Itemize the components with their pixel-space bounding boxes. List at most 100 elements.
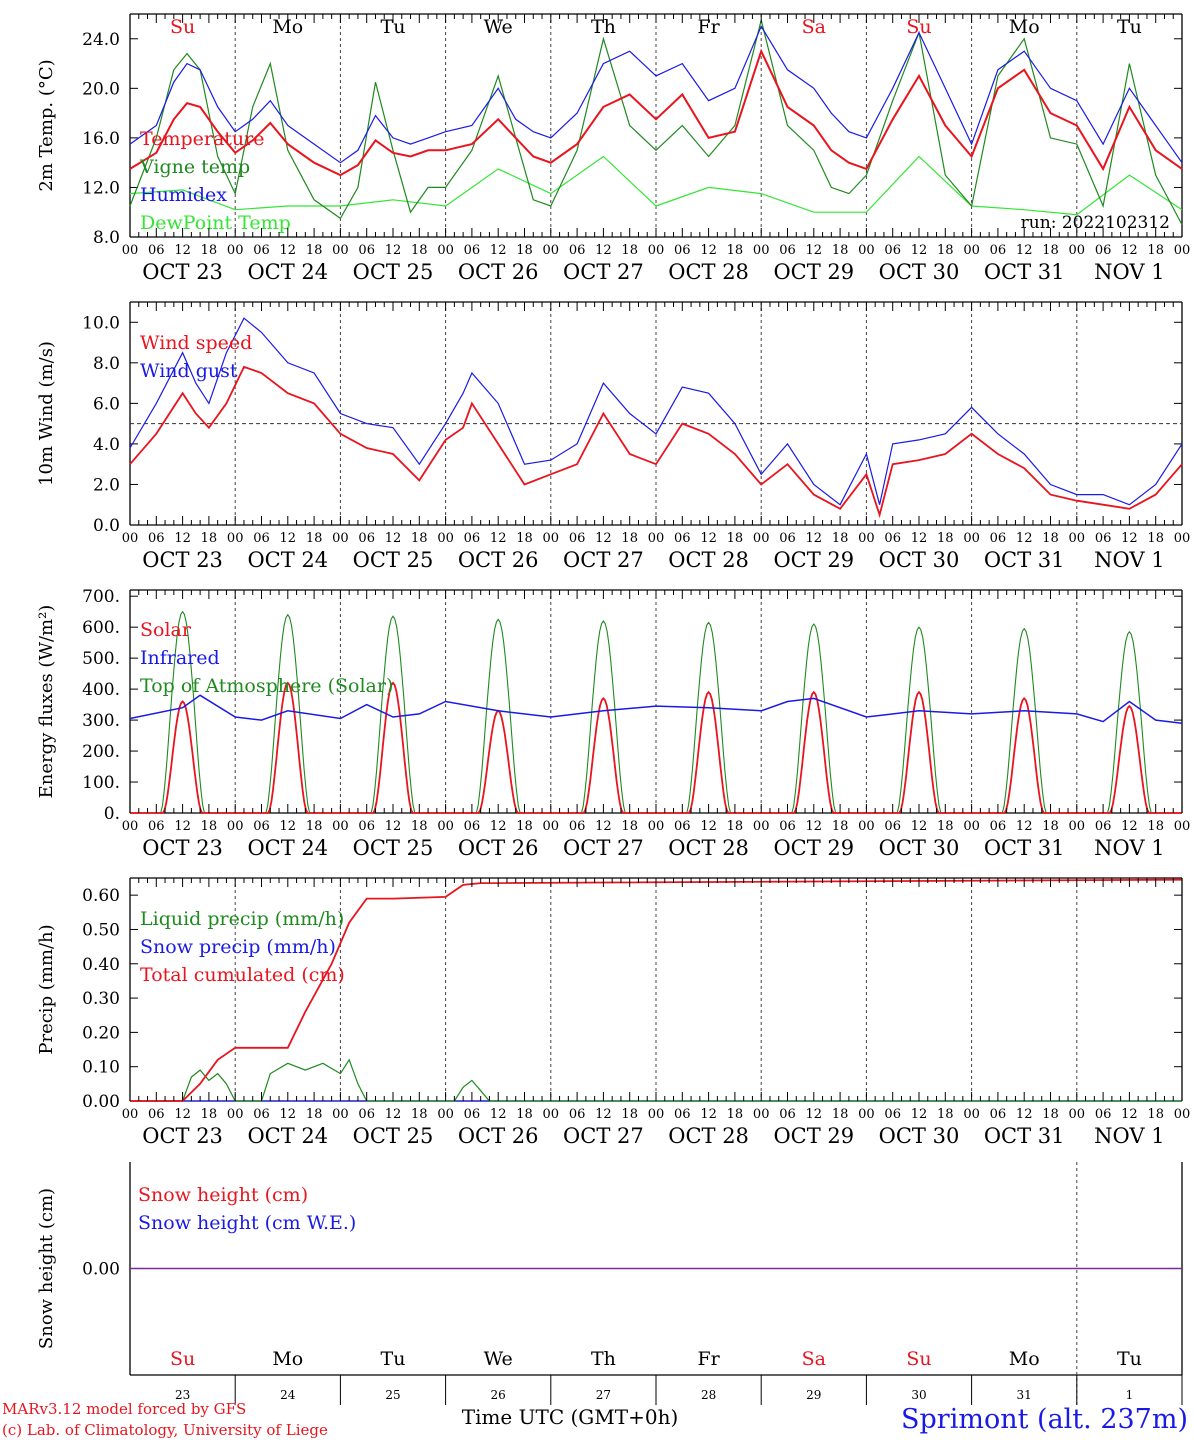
y-axis-label: 2m Temp. (°C) [36,59,57,191]
x-date-label: OCT 24 [247,260,328,284]
x-date-label: NOV 1 [1094,548,1164,572]
x-date-label: OCT 24 [247,1124,328,1148]
x-hour-label: 18 [621,531,638,546]
x-date-label: OCT 30 [879,836,960,860]
y-tick-label: 12.0 [82,178,120,198]
series-line [129,20,1183,225]
day-number-label: 23 [175,1388,190,1402]
x-hour-label: 06 [464,819,481,834]
x-hour-label: 12 [280,819,297,834]
y-tick-label: 8.0 [93,354,120,374]
x-hour-label: 18 [411,819,428,834]
x-date-label: OCT 25 [353,548,434,572]
x-date-label: OCT 23 [142,260,223,284]
weekday-label: Fr [697,1348,720,1370]
x-hour-label: 00 [753,819,770,834]
weekday-label: We [484,1348,513,1370]
weekday-label: Th [591,16,616,38]
x-hour-label: 00 [227,1107,244,1122]
y-tick-label: 200. [82,742,120,762]
x-hour-label: 12 [595,243,612,258]
x-hour-label: 06 [674,819,691,834]
x-hour-label: 18 [621,819,638,834]
y-tick-label: 500. [82,649,120,669]
x-hour-label: 00 [122,1107,139,1122]
x-hour-label: 12 [385,531,402,546]
legend-entry: Humidex [140,184,227,206]
x-hour-label: 00 [122,243,139,258]
weekday-label: Mo [272,1348,303,1370]
x-hour-label: 00 [122,531,139,546]
y-axis-label: Precip (mm/h) [36,924,57,1054]
x-hour-label: 12 [700,243,717,258]
x-hour-label: 12 [280,1107,297,1122]
panel-temperature: 8.0 12.0 16.0 20.0 24.0 2m Temp. (°C) Temperat… [36,13,1190,284]
x-date-label: OCT 25 [353,836,434,860]
weekday-label: Su [906,1348,931,1370]
x-hour-label: 18 [516,531,533,546]
x-hour-label: 00 [543,819,560,834]
x-hour-label: 06 [1095,819,1112,834]
day-number-label: 28 [701,1388,716,1402]
x-hour-label: 06 [674,1107,691,1122]
y-tick-label: 700. [82,587,120,607]
x-hour-label: 06 [884,819,901,834]
weekday-label: Th [591,1348,616,1370]
x-hour-label: 18 [727,1107,744,1122]
x-hour-label: 18 [1042,819,1059,834]
meteogram-panels: 8.012.016.020.024.02m Temp. (°C) Temperat… [36,13,1190,1405]
x-hour-label: 00 [437,1107,454,1122]
x-hour-label: 06 [464,243,481,258]
x-hour-label: 12 [385,243,402,258]
x-date-label: OCT 30 [879,1124,960,1148]
x-hour-label: 18 [621,243,638,258]
y-tick-label: 0.10 [82,1058,120,1078]
x-hour-label: 06 [674,531,691,546]
x-date-label: OCT 23 [142,836,223,860]
x-hour-label: 00 [227,531,244,546]
x-date-label: OCT 23 [142,548,223,572]
day-number-label: 27 [596,1388,611,1402]
x-date-label: OCT 31 [984,260,1065,284]
x-hour-label: 18 [1147,243,1164,258]
x-hour-label: 00 [858,1107,875,1122]
x-hour-label: 06 [148,819,165,834]
x-hour-label: 00 [858,819,875,834]
x-date-label: OCT 29 [773,1124,854,1148]
x-hour-label: 00 [753,531,770,546]
x-hour-label: 18 [411,1107,428,1122]
x-hour-label: 12 [1121,819,1138,834]
x-hour-label: 06 [358,531,375,546]
x-hour-label: 12 [280,531,297,546]
legend-entry: Vigne temp [139,156,250,178]
x-date-label: OCT 28 [668,548,749,572]
x-date-label: OCT 26 [458,1124,539,1148]
day-number-label: 30 [911,1388,926,1402]
footer-time-axis-label: Time UTC (GMT+0h) [462,1405,679,1429]
x-hour-label: 12 [490,1107,507,1122]
legend-entry: Snow precip (mm/h) [140,936,336,958]
x-hour-label: 12 [806,1107,823,1122]
x-hour-label: 18 [832,243,849,258]
weekday-label: Tu [381,16,406,38]
x-hour-label: 18 [411,531,428,546]
day-number-label: 24 [280,1388,296,1402]
y-tick-label: 0.20 [82,1023,120,1043]
x-hour-label: 06 [990,531,1007,546]
x-hour-label: 12 [806,819,823,834]
x-hour-label: 06 [464,1107,481,1122]
x-hour-label: 18 [937,819,954,834]
weekday-label: Fr [697,16,720,38]
x-hour-label: 18 [306,243,323,258]
x-hour-label: 06 [569,531,586,546]
weekday-label: Tu [1117,16,1142,38]
x-date-label: OCT 26 [458,548,539,572]
series-line [130,1058,1182,1102]
x-hour-label: 18 [727,819,744,834]
x-date-label: OCT 30 [879,548,960,572]
x-hour-label: 18 [1042,1107,1059,1122]
x-date-label: OCT 31 [984,1124,1065,1148]
series-line [129,155,1183,216]
x-hour-label: 12 [1121,243,1138,258]
